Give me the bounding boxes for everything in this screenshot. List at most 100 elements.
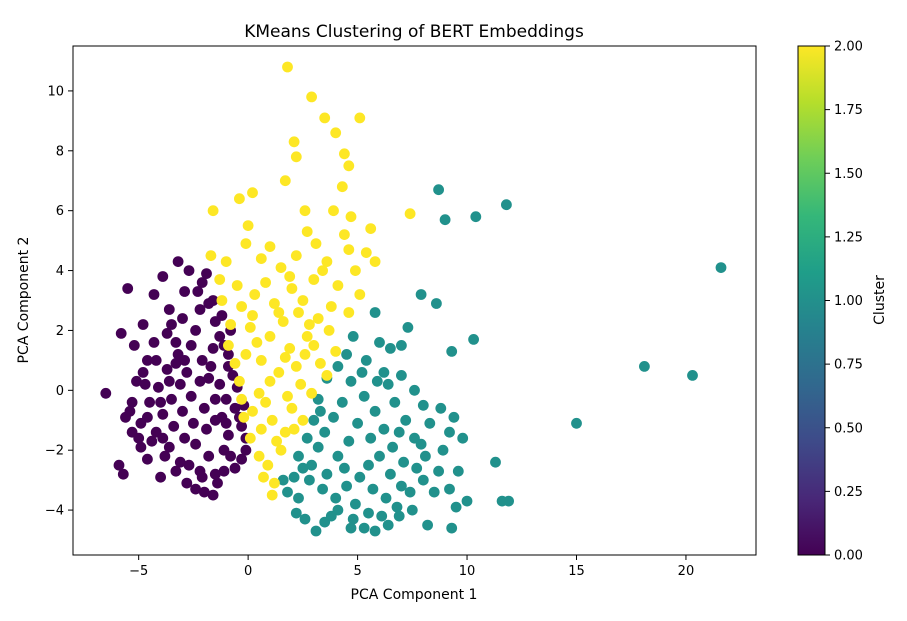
point-cluster-2-91 bbox=[282, 390, 293, 402]
point-cluster-0-76 bbox=[170, 358, 182, 369]
point-cluster-2-20 bbox=[339, 229, 350, 241]
point-cluster-1-98 bbox=[356, 367, 368, 378]
point-cluster-1-105 bbox=[315, 405, 326, 417]
point-cluster-0-93 bbox=[190, 325, 202, 336]
point-cluster-1-41 bbox=[382, 519, 394, 531]
point-cluster-1-6 bbox=[439, 214, 451, 226]
point-cluster-2-61 bbox=[234, 375, 245, 387]
point-cluster-2-55 bbox=[308, 340, 320, 351]
point-cluster-2-33 bbox=[350, 265, 361, 276]
point-cluster-1-7 bbox=[433, 184, 444, 196]
point-cluster-2-60 bbox=[315, 358, 326, 369]
point-cluster-0-2 bbox=[122, 283, 134, 294]
point-cluster-2-53 bbox=[251, 337, 263, 348]
point-cluster-1-35 bbox=[310, 525, 322, 537]
point-cluster-2-96 bbox=[247, 405, 258, 417]
point-cluster-2-74 bbox=[275, 444, 287, 456]
point-cluster-1-39 bbox=[358, 522, 370, 534]
point-cluster-0-9 bbox=[172, 256, 184, 267]
point-cluster-2-0 bbox=[282, 61, 293, 73]
point-cluster-1-42 bbox=[393, 510, 405, 522]
point-cluster-0-50 bbox=[203, 450, 215, 462]
point-cluster-0-73 bbox=[188, 417, 199, 429]
point-cluster-2-87 bbox=[299, 349, 311, 360]
point-cluster-1-87 bbox=[391, 501, 403, 513]
point-cluster-0-65 bbox=[190, 438, 202, 450]
point-cluster-0-4 bbox=[117, 468, 129, 480]
point-cluster-2-1 bbox=[306, 91, 317, 103]
point-cluster-2-6 bbox=[290, 151, 302, 163]
point-cluster-0-66 bbox=[201, 423, 212, 435]
point-cluster-1-75 bbox=[385, 468, 396, 480]
x-tick-label: 10 bbox=[459, 564, 476, 579]
point-cluster-2-41 bbox=[216, 295, 228, 306]
point-cluster-0-27 bbox=[212, 477, 223, 489]
point-cluster-0-82 bbox=[225, 450, 237, 462]
point-cluster-1-19 bbox=[374, 337, 385, 348]
x-tick-label: 5 bbox=[353, 564, 361, 579]
point-cluster-2-44 bbox=[297, 295, 309, 306]
point-cluster-2-5 bbox=[288, 136, 300, 148]
point-cluster-0-28 bbox=[218, 465, 230, 477]
point-cluster-2-82 bbox=[317, 265, 328, 276]
point-cluster-2-57 bbox=[229, 358, 241, 369]
point-cluster-1-106 bbox=[363, 459, 374, 471]
point-cluster-2-81 bbox=[286, 283, 298, 294]
point-cluster-1-91 bbox=[400, 414, 412, 426]
point-cluster-2-95 bbox=[297, 414, 309, 426]
point-cluster-1-10 bbox=[490, 456, 501, 468]
point-cluster-1-103 bbox=[376, 510, 388, 522]
point-cluster-0-77 bbox=[205, 361, 217, 372]
point-cluster-2-92 bbox=[306, 387, 317, 399]
point-cluster-1-14 bbox=[415, 289, 427, 300]
point-cluster-2-94 bbox=[279, 426, 291, 438]
point-cluster-1-65 bbox=[328, 411, 339, 423]
point-cluster-0-90 bbox=[155, 396, 167, 408]
point-cluster-2-19 bbox=[301, 226, 313, 238]
point-cluster-1-44 bbox=[422, 519, 433, 531]
point-cluster-1-18 bbox=[369, 307, 381, 318]
point-cluster-1-62 bbox=[358, 390, 370, 402]
colorbar-tick-label: 1.50 bbox=[834, 167, 863, 182]
point-cluster-1-67 bbox=[312, 441, 324, 453]
point-cluster-0-44 bbox=[126, 396, 138, 408]
point-cluster-2-64 bbox=[236, 393, 248, 405]
point-cluster-0-69 bbox=[185, 390, 197, 402]
colorbar-tick-label: 0.00 bbox=[834, 549, 863, 564]
point-cluster-1-28 bbox=[301, 432, 313, 444]
point-cluster-0-11 bbox=[196, 277, 208, 288]
point-cluster-2-29 bbox=[220, 256, 232, 267]
plot-frame bbox=[72, 45, 757, 556]
point-cluster-2-79 bbox=[273, 307, 285, 318]
point-cluster-1-64 bbox=[336, 396, 348, 408]
point-cluster-1-61 bbox=[369, 405, 381, 417]
point-cluster-1-12 bbox=[446, 346, 458, 357]
point-cluster-2-48 bbox=[244, 322, 256, 333]
point-cluster-2-12 bbox=[234, 193, 245, 205]
point-cluster-2-75 bbox=[258, 471, 269, 483]
point-cluster-2-40 bbox=[354, 289, 366, 300]
point-cluster-0-64 bbox=[179, 432, 191, 444]
point-cluster-2-25 bbox=[343, 244, 355, 256]
point-cluster-1-22 bbox=[347, 331, 359, 342]
point-cluster-2-14 bbox=[404, 208, 416, 220]
point-cluster-1-29 bbox=[293, 450, 304, 462]
point-cluster-0-15 bbox=[179, 286, 191, 297]
point-cluster-2-80 bbox=[249, 289, 261, 300]
point-cluster-0-38 bbox=[209, 316, 221, 327]
point-cluster-1-107 bbox=[393, 426, 405, 438]
point-cluster-0-98 bbox=[183, 459, 195, 471]
point-cluster-0-43 bbox=[137, 367, 149, 378]
point-cluster-1-13 bbox=[431, 298, 442, 309]
y-tick-label: 4 bbox=[56, 264, 64, 279]
y-tick-label: −4 bbox=[45, 504, 64, 519]
point-cluster-0-7 bbox=[148, 289, 160, 300]
point-cluster-0-30 bbox=[236, 453, 248, 465]
point-cluster-2-45 bbox=[325, 301, 337, 312]
point-cluster-0-91 bbox=[163, 375, 175, 387]
point-cluster-1-76 bbox=[396, 480, 407, 492]
point-cluster-0-12 bbox=[201, 268, 212, 279]
point-cluster-1-109 bbox=[457, 432, 469, 444]
point-cluster-1-86 bbox=[363, 507, 374, 519]
point-cluster-0-61 bbox=[144, 396, 156, 408]
